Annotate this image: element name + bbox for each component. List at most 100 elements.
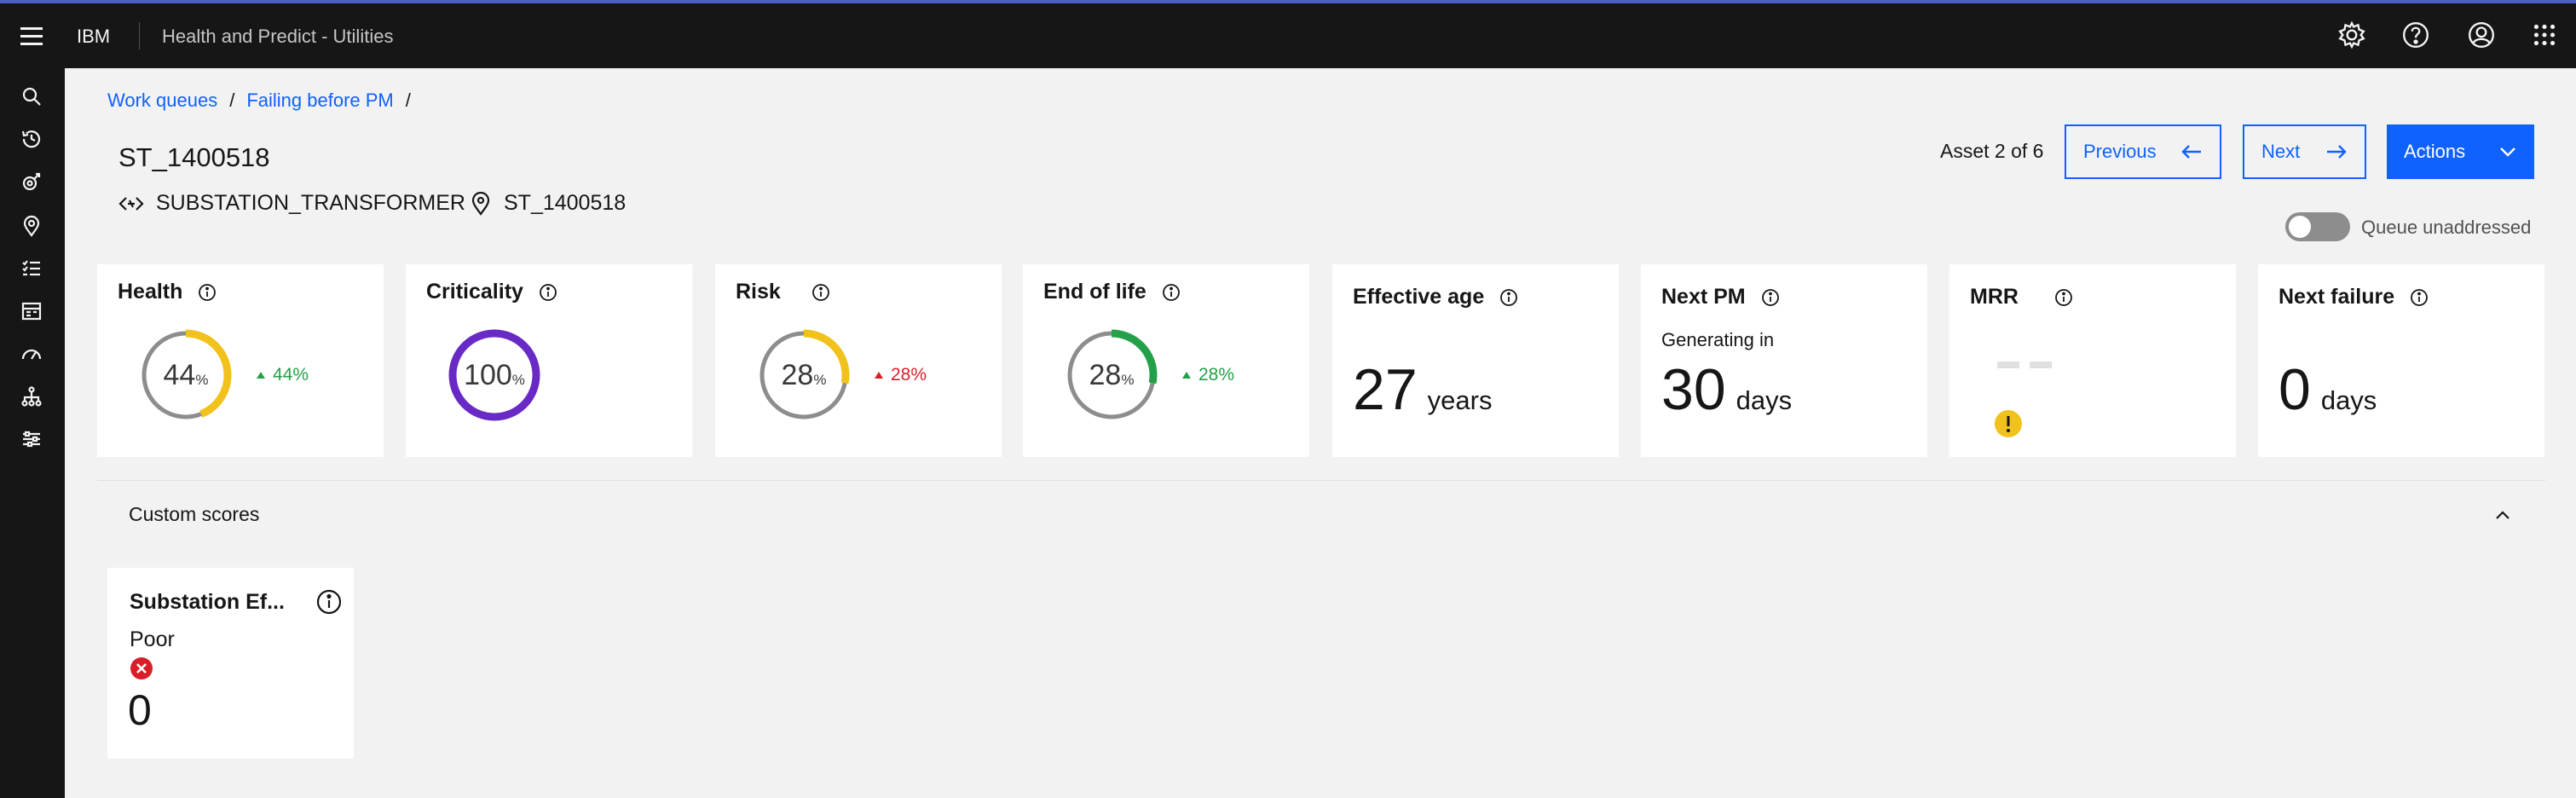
end-of-life-card-title: End of life	[1043, 280, 1181, 304]
gauge-arc	[1066, 329, 1158, 421]
effective-age-value: 27 years	[1353, 357, 1493, 422]
header-divider	[139, 22, 140, 49]
info-icon[interactable]	[315, 588, 343, 616]
custom-scores-title[interactable]: Custom scores	[129, 503, 260, 525]
health-card-title: Health	[118, 280, 217, 304]
next-button-label: Next	[2261, 141, 2301, 162]
breadcrumb: Work queues / Failing before PM /	[107, 90, 411, 112]
trend-up-icon	[257, 372, 265, 379]
info-icon[interactable]	[1761, 288, 1780, 307]
end-of-life-gauge	[1066, 329, 1158, 421]
breadcrumb-link-failing-before-pm[interactable]: Failing before PM	[246, 90, 394, 111]
info-icon[interactable]	[2410, 288, 2429, 307]
risk-card[interactable]: Risk 28% 28%	[715, 264, 1002, 457]
custom-score-value: 0	[128, 686, 152, 734]
risk-gauge	[758, 329, 850, 421]
trend-up-icon	[1182, 372, 1191, 379]
actions-button-label: Actions	[2404, 141, 2466, 162]
risk-trend: 28%	[874, 365, 927, 385]
arrow-left-icon	[2181, 145, 2201, 159]
info-icon[interactable]	[811, 283, 830, 302]
asset-type-icon	[118, 196, 144, 211]
settings-adjust-icon[interactable]	[20, 428, 43, 450]
asset-type: SUBSTATION_TRANSFORMER	[118, 191, 465, 216]
error-icon	[130, 657, 153, 679]
asset-location-label: ST_1400518	[504, 191, 627, 215]
side-rail	[0, 68, 65, 798]
task-list-icon[interactable]	[20, 257, 43, 280]
toggle-knob	[2289, 216, 2311, 238]
breadcrumb-separator: /	[229, 90, 235, 111]
health-card[interactable]: Health 44% 44%	[97, 264, 384, 457]
custom-score-card[interactable]: Substation Ef... Poor 0	[107, 568, 354, 759]
next-failure-value: 0 days	[2279, 357, 2377, 422]
gauge-arc	[140, 329, 232, 421]
next-failure-title: Next failure	[2279, 285, 2395, 309]
history-icon[interactable]	[20, 128, 43, 150]
end-of-life-title: End of life	[1043, 280, 1146, 304]
next-pm-value: 30 days	[1661, 357, 1793, 422]
brand-name[interactable]: IBM	[77, 26, 111, 47]
menu-icon[interactable]	[20, 27, 43, 46]
info-icon[interactable]	[539, 283, 557, 302]
queue-unaddressed-toggle[interactable]	[2285, 212, 2350, 241]
next-pm-card[interactable]: Next PM Generating in 30 days	[1641, 264, 1927, 457]
end-of-life-card[interactable]: End of life 28% 28%	[1023, 264, 1309, 457]
info-icon[interactable]	[2054, 288, 2073, 307]
section-divider	[97, 480, 2545, 481]
info-icon[interactable]	[1499, 288, 1518, 307]
health-title: Health	[118, 280, 183, 304]
gauge-arc	[758, 329, 850, 421]
top-header: IBM Health and Predict - Utilities	[0, 0, 2576, 68]
next-pm-title: Next PM	[1661, 285, 1746, 309]
risk-title: Risk	[736, 280, 781, 304]
breadcrumb-link-work-queues[interactable]: Work queues	[107, 90, 218, 111]
mrr-card[interactable]: MRR	[1949, 264, 2236, 457]
asset-position-text: Asset 2 of 6	[1940, 140, 2044, 162]
page-title: ST_1400518	[118, 142, 270, 172]
product-name[interactable]: Health and Predict - Utilities	[162, 26, 394, 47]
previous-button-label: Previous	[2083, 141, 2157, 162]
search-icon[interactable]	[20, 85, 43, 107]
user-avatar-icon[interactable]	[2467, 20, 2496, 49]
help-icon[interactable]	[2401, 20, 2430, 49]
warning-icon	[1995, 410, 2022, 437]
arrow-right-icon	[2327, 145, 2347, 159]
info-icon[interactable]	[198, 283, 217, 302]
meter-icon[interactable]	[20, 343, 43, 365]
hierarchy-icon[interactable]	[20, 385, 43, 408]
actions-button[interactable]: Actions	[2387, 124, 2534, 179]
risk-card-title: Risk	[736, 280, 830, 304]
custom-score-title: Substation Ef...	[130, 590, 285, 614]
settings-icon[interactable]	[2337, 20, 2366, 49]
next-failure-card[interactable]: Next failure 0 days	[2258, 264, 2544, 457]
insights-icon[interactable]	[20, 171, 43, 193]
end-of-life-value: 28%	[1089, 358, 1135, 391]
next-pm-subtitle: Generating in	[1661, 329, 1775, 350]
criticality-gauge	[448, 329, 540, 421]
criticality-value: 100%	[464, 358, 525, 391]
health-value: 44%	[163, 358, 209, 391]
mrr-empty-value	[1997, 361, 2052, 368]
info-icon[interactable]	[1162, 283, 1181, 302]
location-icon[interactable]	[20, 215, 43, 237]
next-failure-card-title: Next failure	[2279, 285, 2429, 309]
breadcrumb-separator: /	[405, 90, 411, 111]
trend-up-icon	[875, 372, 883, 379]
mrr-title: MRR	[1970, 285, 2019, 309]
next-button[interactable]: Next	[2243, 124, 2366, 179]
previous-button[interactable]: Previous	[2065, 124, 2221, 179]
queue-unaddressed-label: Queue unaddressed	[2361, 217, 2532, 238]
effective-age-card[interactable]: Effective age 27 years	[1332, 264, 1619, 457]
app-switcher-icon[interactable]	[2530, 20, 2559, 49]
criticality-card-title: Criticality	[426, 280, 557, 304]
location-pin-icon	[471, 191, 490, 216]
health-trend: 44%	[256, 365, 309, 385]
risk-value: 28%	[781, 358, 827, 391]
effective-age-card-title: Effective age	[1353, 285, 1518, 309]
health-gauge	[140, 329, 232, 421]
end-of-life-trend: 28%	[1181, 365, 1234, 385]
chevron-up-icon[interactable]	[2492, 505, 2513, 525]
criticality-card[interactable]: Criticality 100%	[406, 264, 692, 457]
dashboard-icon[interactable]	[20, 300, 43, 322]
